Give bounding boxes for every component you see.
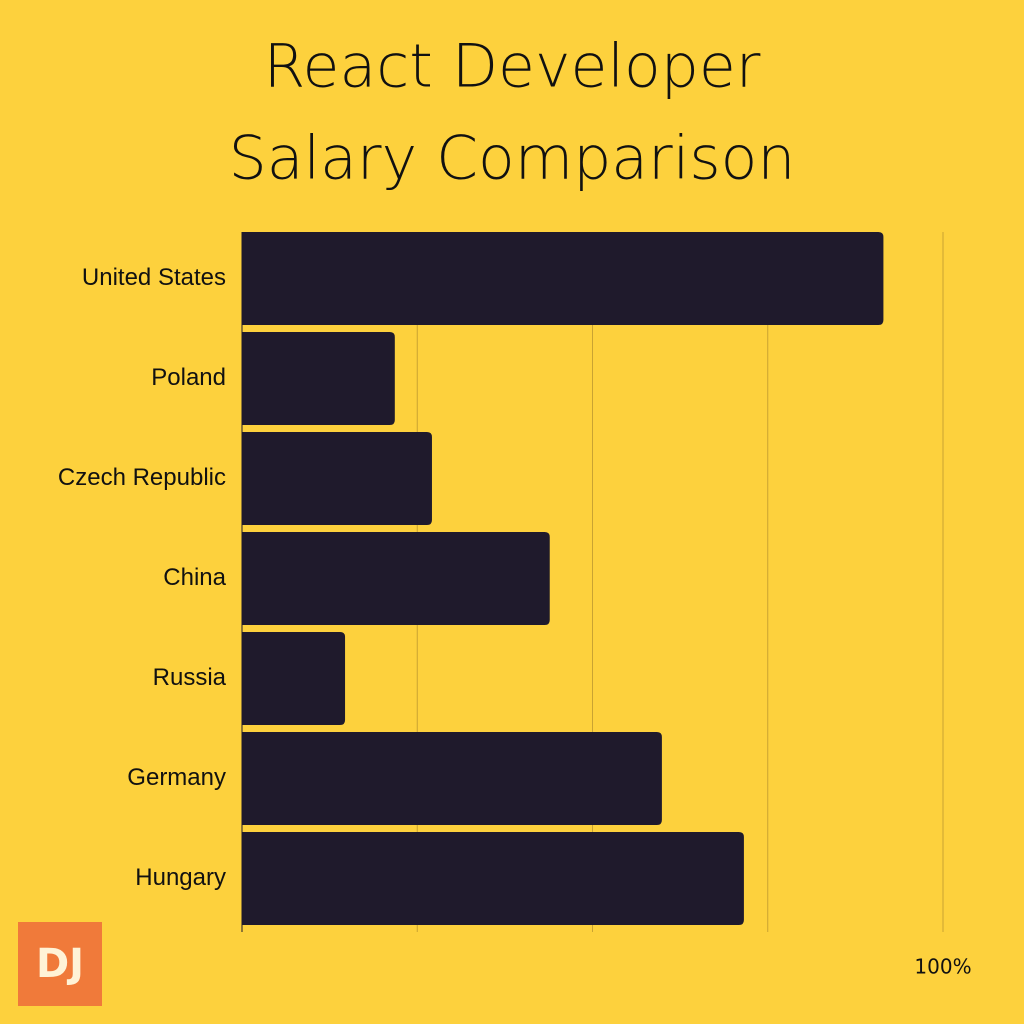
y-tick-label: Germany bbox=[127, 764, 226, 791]
logo: DJ bbox=[36, 941, 84, 987]
chart-title: React Developer bbox=[264, 32, 761, 102]
bar bbox=[242, 632, 346, 725]
logo-box bbox=[18, 922, 102, 1006]
bar bbox=[242, 532, 550, 625]
y-tick-label: China bbox=[163, 564, 226, 591]
bar bbox=[242, 832, 744, 925]
bar bbox=[242, 332, 395, 425]
bar bbox=[242, 732, 662, 825]
bar bbox=[242, 232, 884, 325]
y-tick-label: Poland bbox=[151, 364, 226, 391]
chart-title: Salary Comparison bbox=[229, 124, 796, 194]
y-tick-label: United States bbox=[82, 264, 226, 291]
y-tick-label: Russia bbox=[153, 664, 227, 691]
bar bbox=[242, 432, 432, 525]
y-tick-label: Hungary bbox=[135, 864, 226, 891]
y-tick-label: Czech Republic bbox=[58, 464, 226, 491]
x-tick-label: 100% bbox=[914, 955, 971, 979]
